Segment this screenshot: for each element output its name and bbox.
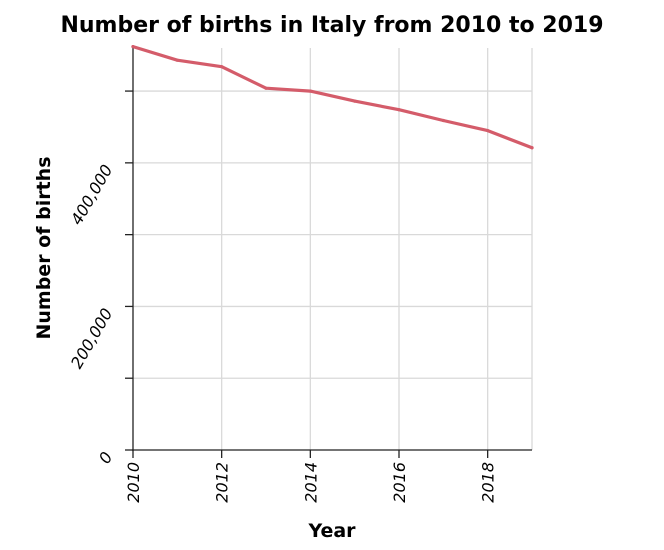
data-point [308, 89, 312, 93]
x-tick-label: 2016 [390, 462, 409, 503]
data-point [530, 146, 534, 150]
x-axis-label: Year [307, 520, 356, 542]
data-point [397, 108, 401, 112]
y-tick-label: 200,000 [67, 305, 117, 372]
chart-title: Number of births in Italy from 2010 to 2… [60, 13, 603, 38]
series-layer [131, 44, 534, 150]
x-tick-label: 2018 [479, 462, 498, 503]
y-axis-label: Number of births [33, 156, 55, 339]
data-point [220, 65, 224, 69]
grid-layer [133, 48, 533, 450]
series-line [131, 44, 534, 150]
data-point [264, 86, 268, 90]
y-tick-label: 0 [95, 449, 117, 467]
data-point [486, 128, 490, 133]
y-tick-label: 400,000 [67, 161, 117, 228]
data-point [353, 99, 357, 103]
axes-layer [125, 48, 532, 458]
x-tick-label: 2012 [213, 462, 232, 503]
x-tick-label: 2010 [124, 462, 143, 503]
data-point [441, 118, 445, 123]
x-tick-label: 2014 [301, 462, 320, 503]
data-point [175, 58, 179, 62]
data-point [131, 44, 135, 49]
tick-labels: 0 200,000 400,000 2010 2012 2014 2016 2018 [67, 161, 498, 502]
